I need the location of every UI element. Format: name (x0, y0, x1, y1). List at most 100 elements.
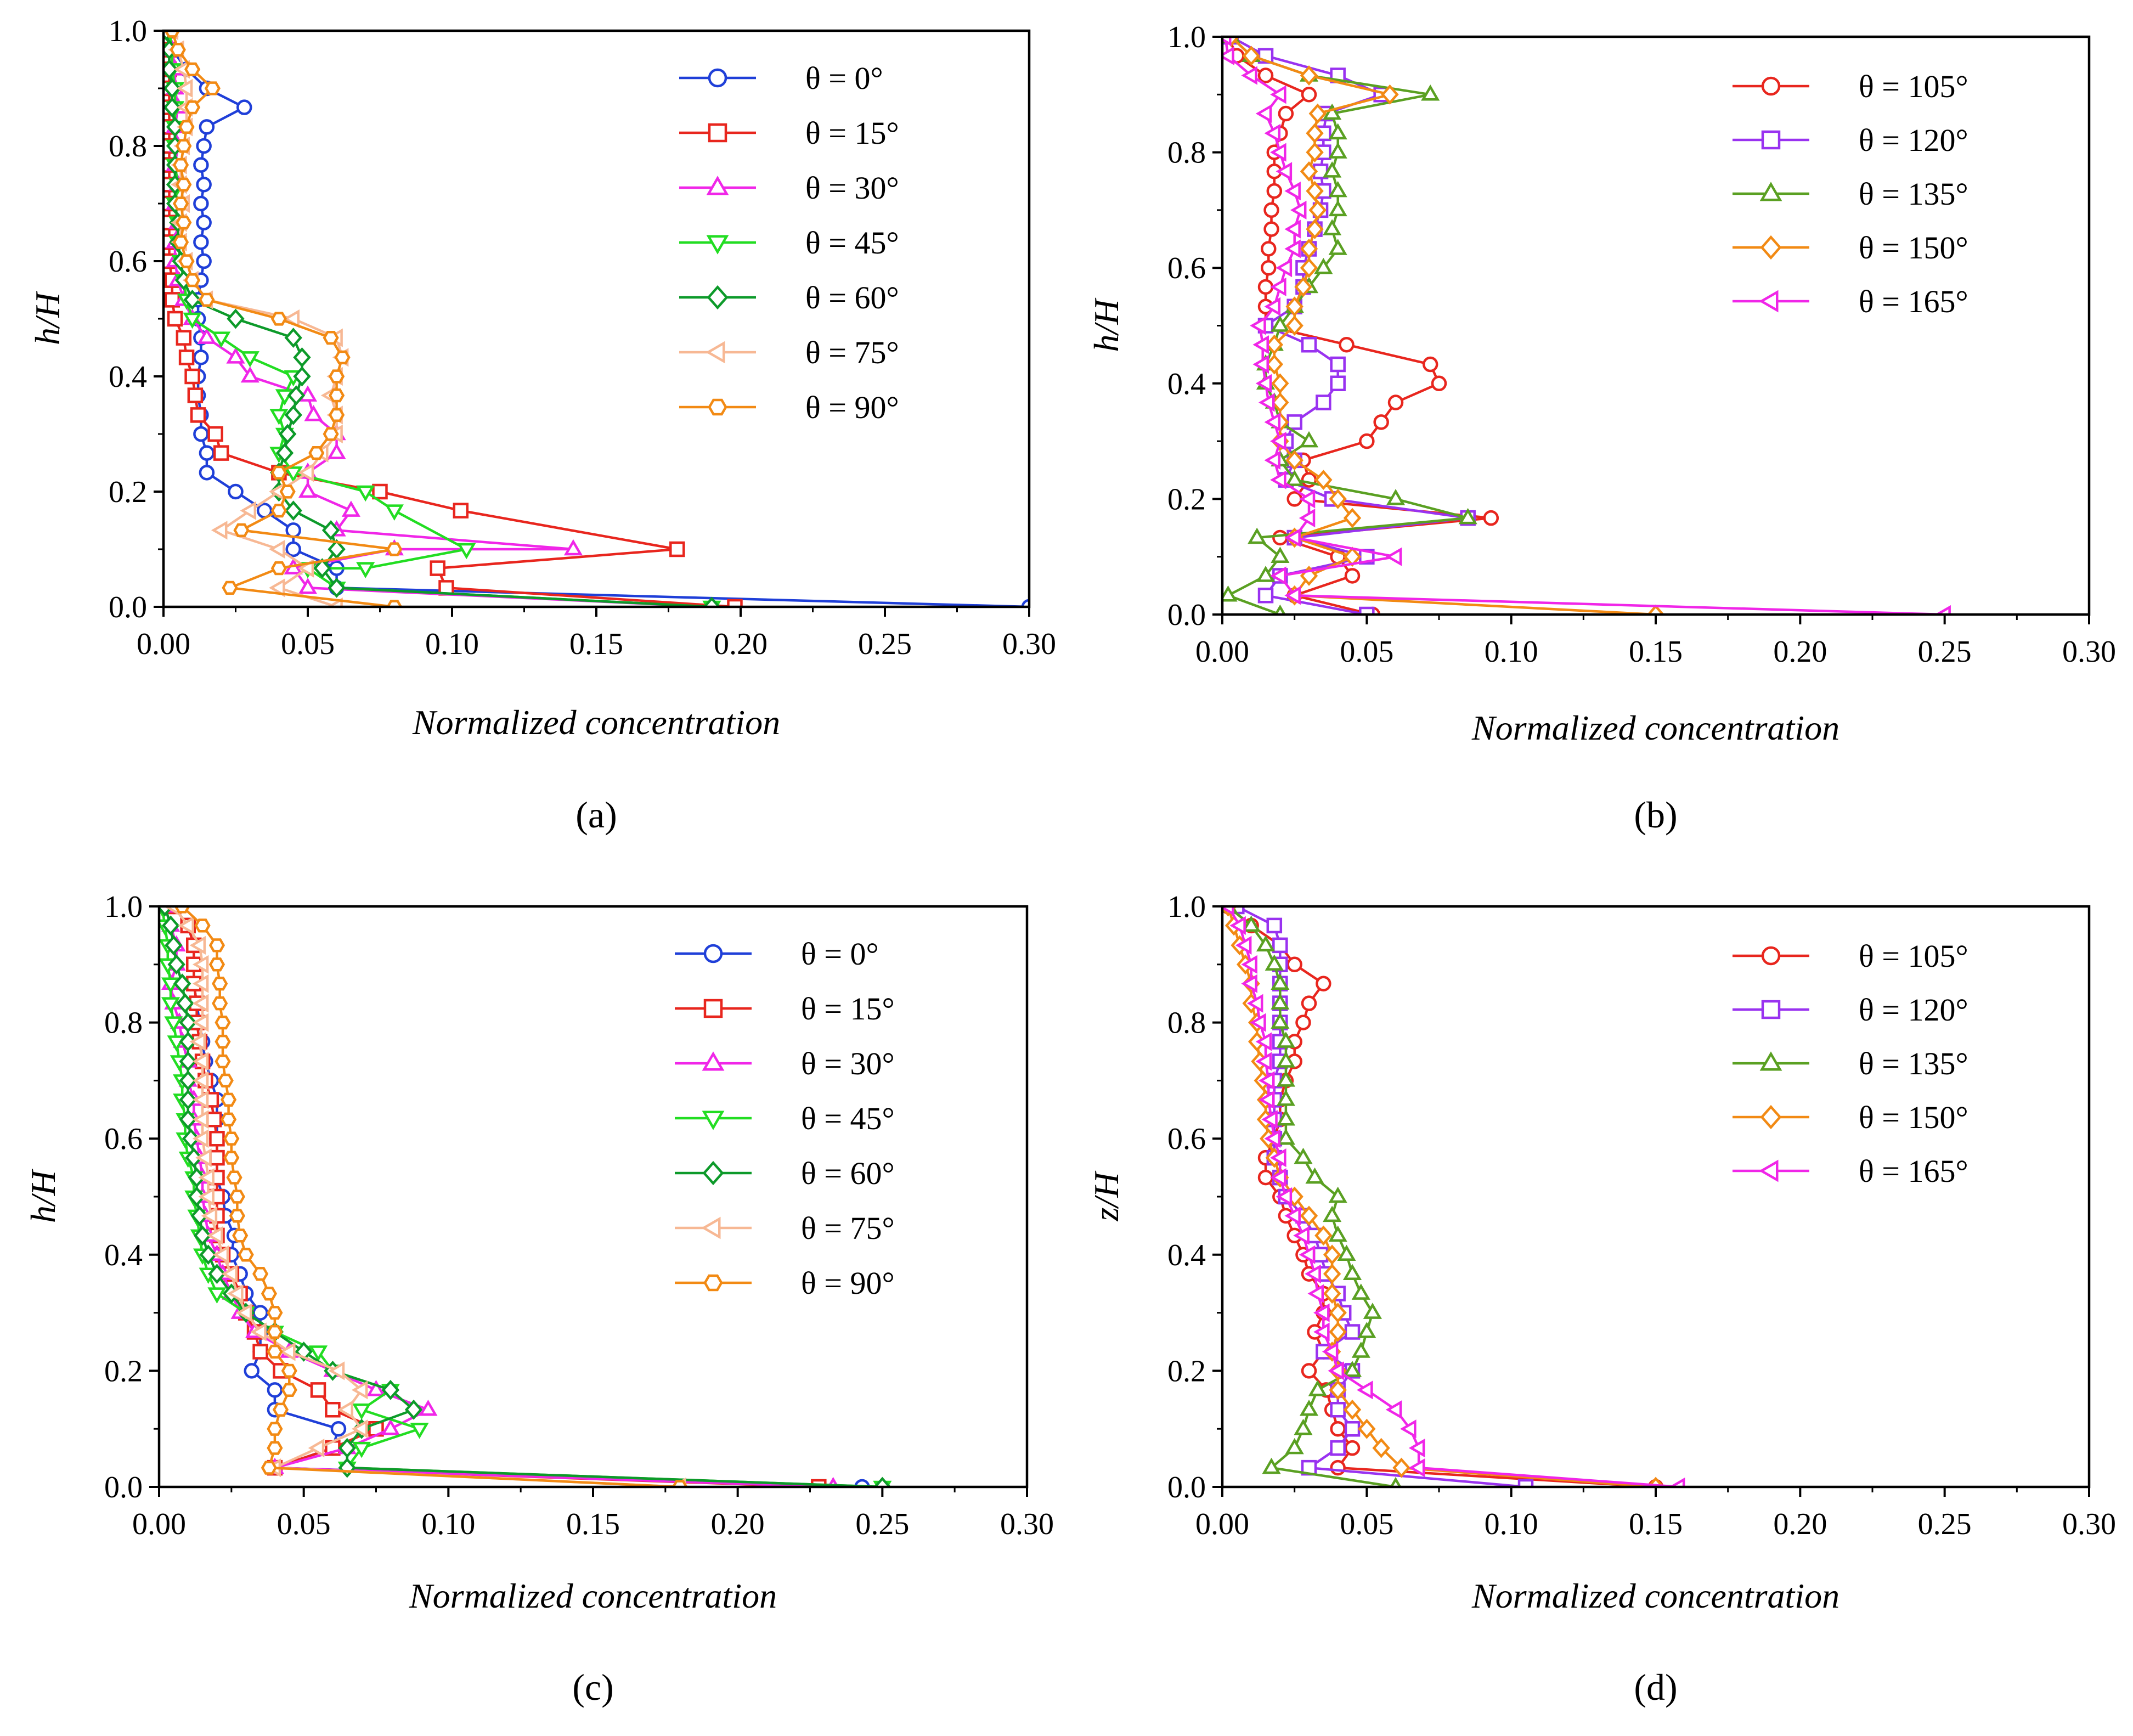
legend-swatch-marker (1759, 182, 1782, 201)
data-point (275, 443, 294, 464)
y-tick-label: 0.6 (104, 1122, 143, 1156)
data-point (161, 977, 180, 994)
data-point (1272, 937, 1288, 954)
data-point (206, 1112, 222, 1128)
data-point (1270, 1168, 1286, 1187)
data-point (372, 483, 388, 500)
data-point (167, 1035, 186, 1052)
data-point (1328, 239, 1347, 255)
data-point (1271, 392, 1289, 413)
data-point (1392, 1457, 1410, 1478)
data-point (252, 1267, 269, 1281)
data-point (1329, 488, 1347, 509)
data-point (187, 387, 204, 403)
legend-entry: θ = 0° (679, 60, 883, 96)
data-point (209, 1130, 225, 1147)
data-point (185, 1147, 203, 1168)
data-point (240, 501, 257, 520)
data-point (321, 520, 340, 540)
data-point (193, 350, 209, 365)
data-point (1266, 183, 1283, 199)
y-axis-label: h/H (28, 290, 67, 345)
legend-label: θ = 75° (805, 335, 899, 370)
data-point (172, 158, 189, 172)
panel-label: (a) (575, 794, 617, 836)
data-point (1330, 1459, 1346, 1476)
data-point (165, 935, 183, 956)
x-tick-label: 0.05 (1340, 635, 1393, 669)
legend-entry: θ = 0° (675, 936, 879, 972)
y-tick-label: 0.2 (1167, 482, 1206, 516)
axis-ticks: 0.00 0.05 0.10 0.15 0.20 0.25 0.30 0.0 0.2 0.4 0.6… (109, 14, 1056, 661)
x-tick-label: 0.25 (855, 1507, 909, 1541)
legend-entry: θ = 90° (675, 1265, 895, 1301)
data-point (1363, 1303, 1382, 1319)
data-point (184, 100, 201, 115)
legend-label: θ = 30° (801, 1046, 895, 1081)
legend-swatch-marker (706, 341, 725, 364)
data-point (1258, 393, 1275, 412)
data-point (1285, 1438, 1304, 1455)
data-point (1284, 586, 1301, 605)
x-tick-label: 0.30 (2062, 635, 2116, 669)
data-point (161, 915, 180, 936)
data-point (1301, 995, 1317, 1011)
legend: θ = 105° θ = 120° θ = 135° θ = 150° θ = 165° (1733, 938, 1968, 1189)
data-point (1294, 1147, 1313, 1164)
data-point (1934, 605, 1951, 615)
legend-label: θ = 135° (1859, 1046, 1968, 1081)
data-point (179, 1109, 197, 1130)
data-point (178, 254, 195, 268)
data-point (1328, 123, 1347, 140)
data-point (1300, 1205, 1318, 1226)
y-tick-label: 0.0 (109, 590, 147, 624)
data-point (1323, 1205, 1342, 1222)
axis-ticks: 0.00 0.05 0.10 0.15 0.20 0.25 0.30 0.0 0.2 0.4 0.6… (1167, 890, 2116, 1541)
legend-entry: θ = 30° (675, 1046, 895, 1081)
data-point (236, 99, 252, 115)
data-point (334, 350, 351, 364)
data-point (163, 97, 181, 118)
data-point (215, 1015, 231, 1030)
data-point (232, 1228, 249, 1243)
legend-label: θ = 120° (1859, 992, 1968, 1028)
data-point (192, 1071, 209, 1090)
legend-entry: θ = 90° (679, 390, 899, 425)
data-point (1252, 354, 1269, 374)
data-point (1241, 66, 1257, 85)
data-point (1305, 1167, 1324, 1184)
data-point (308, 1439, 325, 1458)
y-tick-label: 0.4 (1167, 367, 1206, 401)
data-point (167, 954, 185, 975)
data-point (1276, 258, 1293, 278)
data-point (1305, 1264, 1321, 1283)
legend-label: θ = 135° (1859, 176, 1968, 212)
data-point (338, 1457, 356, 1478)
data-point (178, 916, 194, 935)
data-point (208, 957, 225, 972)
data-point (285, 541, 301, 557)
data-point (1265, 354, 1283, 375)
data-point (192, 1129, 209, 1148)
data-point (308, 446, 325, 460)
x-tick-label: 0.30 (1002, 627, 1056, 661)
data-point (356, 485, 375, 502)
data-point (328, 388, 345, 403)
data-point (179, 1070, 197, 1091)
data-point (1255, 1052, 1272, 1071)
legend: θ = 105° θ = 120° θ = 135° θ = 150° θ = 165° (1733, 69, 1968, 319)
data-point (267, 1344, 283, 1359)
data-point (1246, 994, 1263, 1013)
data-point (419, 1399, 438, 1416)
data-point (240, 366, 259, 383)
data-point (1265, 334, 1283, 355)
data-point (229, 1190, 245, 1204)
data-point (1276, 1128, 1295, 1145)
legend-entry: θ = 165° (1733, 1153, 1968, 1189)
data-point (293, 347, 311, 368)
data-point (1330, 356, 1346, 373)
data-point (1248, 527, 1267, 544)
data-point (284, 404, 302, 425)
legend-entry: θ = 135° (1733, 1046, 1968, 1081)
data-point (1222, 585, 1238, 602)
